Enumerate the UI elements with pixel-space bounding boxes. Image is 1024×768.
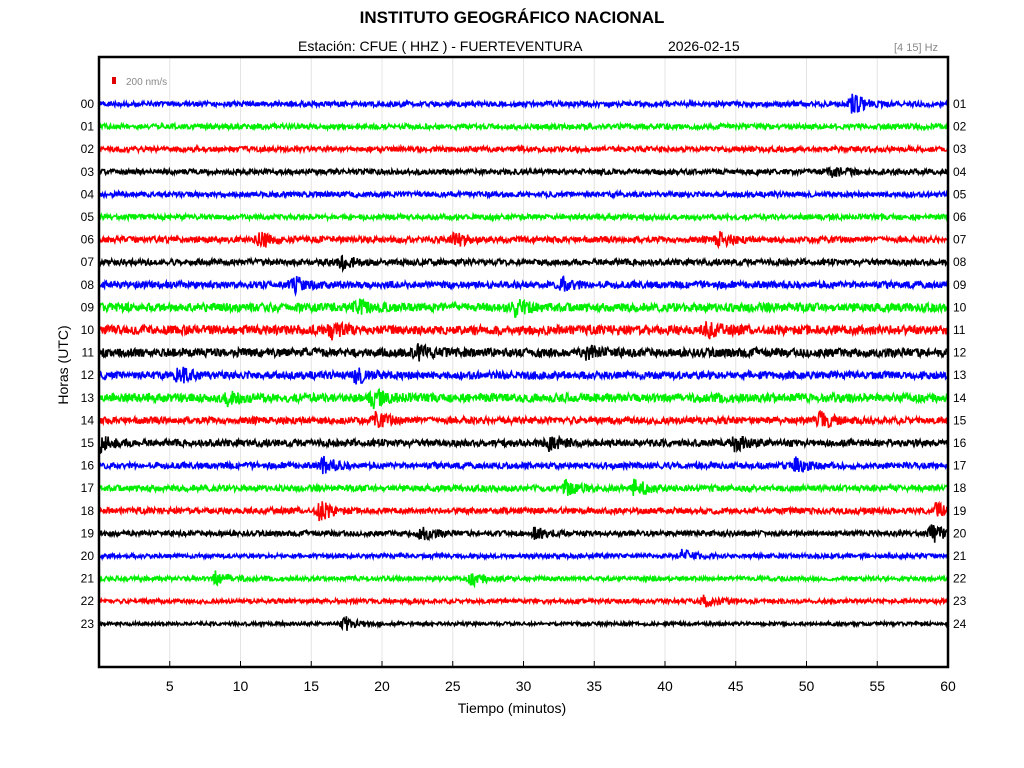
hour-label-right: 04 xyxy=(953,165,967,179)
hour-label-right: 09 xyxy=(953,278,967,292)
hour-label-left: 14 xyxy=(81,413,95,427)
seismic-trace xyxy=(98,366,949,385)
x-tick-label: 50 xyxy=(799,678,815,694)
hour-label-right: 24 xyxy=(953,617,967,631)
hour-label-right: 06 xyxy=(953,210,967,224)
seismic-trace xyxy=(98,409,949,429)
seismic-trace xyxy=(98,434,949,455)
hour-label-right: 10 xyxy=(953,300,967,314)
seismic-trace xyxy=(98,548,949,562)
hour-label-right: 15 xyxy=(953,413,967,427)
hour-label-left: 05 xyxy=(81,210,95,224)
station-label: Estación: CFUE ( HHZ ) - FUERTEVENTURA xyxy=(298,38,583,54)
hour-label-left: 16 xyxy=(81,459,95,473)
date-label: 2026-02-15 xyxy=(668,38,740,54)
seismic-trace xyxy=(98,594,949,608)
seismic-trace xyxy=(98,297,949,318)
x-axis-ticks: 5 10 15 20 25 30 35 40 45 50 55 60 xyxy=(166,661,956,694)
hour-label-right: 14 xyxy=(953,391,967,405)
hour-label-right: 11 xyxy=(953,323,966,337)
scale-label: 200 nm/s xyxy=(126,77,167,88)
hour-label-left: 22 xyxy=(81,594,95,608)
hour-label-left: 18 xyxy=(81,504,95,518)
hour-label-left: 07 xyxy=(81,255,95,269)
seismic-trace xyxy=(98,143,949,155)
hour-label-right: 23 xyxy=(953,594,967,608)
seismic-trace xyxy=(98,275,949,297)
hour-label-right: 22 xyxy=(953,572,967,586)
trace-group xyxy=(98,93,949,632)
seismic-trace xyxy=(98,165,949,179)
hour-label-right: 18 xyxy=(953,481,967,495)
x-tick-label: 20 xyxy=(374,678,390,694)
grid xyxy=(169,57,878,667)
hour-label-left: 11 xyxy=(82,346,95,360)
hour-label-left: 23 xyxy=(81,617,95,631)
hour-label-right: 05 xyxy=(953,187,967,201)
seismic-trace xyxy=(98,188,949,200)
seismic-trace xyxy=(98,478,949,497)
seismic-trace xyxy=(98,211,949,223)
seismic-trace xyxy=(98,570,949,589)
hour-label-left: 00 xyxy=(81,97,95,111)
x-tick-label: 55 xyxy=(869,678,885,694)
right-hour-labels: 01 02 03 04 05 06 07 08 09 10 11 12 13 14 15 16 17 18 19 20… xyxy=(953,97,967,631)
x-tick-label: 30 xyxy=(516,678,532,694)
x-tick-label: 10 xyxy=(233,678,249,694)
x-tick-label: 5 xyxy=(166,678,174,694)
seismic-trace xyxy=(98,230,949,250)
hour-label-left: 10 xyxy=(81,323,95,337)
hour-label-left: 21 xyxy=(81,572,95,586)
seismic-trace xyxy=(98,93,949,114)
hour-label-right: 16 xyxy=(953,436,967,450)
hour-label-right: 19 xyxy=(953,504,967,518)
hour-label-left: 20 xyxy=(81,549,95,563)
seismic-trace xyxy=(98,455,949,475)
hour-label-left: 08 xyxy=(81,278,95,292)
seismic-trace xyxy=(98,388,949,410)
seismic-trace xyxy=(98,500,949,522)
hour-label-right: 07 xyxy=(953,233,967,247)
hour-label-left: 13 xyxy=(81,391,95,405)
hour-label-right: 02 xyxy=(953,120,967,134)
hour-label-left: 01 xyxy=(81,120,95,134)
seismic-trace xyxy=(98,320,949,341)
x-tick-label: 60 xyxy=(940,678,956,694)
hour-label-left: 04 xyxy=(81,187,95,201)
hour-label-left: 03 xyxy=(81,165,95,179)
x-tick-label: 40 xyxy=(657,678,673,694)
hour-label-right: 12 xyxy=(953,346,967,360)
hour-label-left: 06 xyxy=(81,233,95,247)
hour-label-right: 21 xyxy=(953,549,967,563)
frequency-band-label: [4 15] Hz xyxy=(894,42,939,54)
hour-label-right: 08 xyxy=(953,255,967,269)
seismic-trace xyxy=(98,120,949,133)
x-axis-label: Tiempo (minutos) xyxy=(457,700,567,716)
hour-label-left: 02 xyxy=(81,142,95,156)
seismic-trace xyxy=(98,254,949,274)
seismic-trace xyxy=(98,616,949,632)
hour-label-left: 15 xyxy=(81,436,95,450)
hour-label-right: 20 xyxy=(953,526,967,540)
x-tick-label: 15 xyxy=(303,678,319,694)
chart-title: INSTITUTO GEOGRÁFICO NACIONAL xyxy=(359,8,665,27)
hour-label-left: 17 xyxy=(81,481,95,495)
x-tick-label: 25 xyxy=(445,678,461,694)
x-tick-label: 35 xyxy=(586,678,602,694)
hour-label-left: 12 xyxy=(81,368,95,382)
left-hour-labels: 00 01 02 03 04 05 06 07 08 09 10 11 12 13 14 15 16 17 18 19… xyxy=(81,97,95,631)
seismic-trace xyxy=(98,524,949,543)
hour-label-left: 09 xyxy=(81,300,95,314)
scale-bar xyxy=(112,77,116,84)
hour-label-right: 17 xyxy=(953,459,967,473)
hour-label-left: 19 xyxy=(81,526,95,540)
seismic-trace xyxy=(98,343,949,362)
x-tick-label: 45 xyxy=(728,678,744,694)
hour-label-right: 03 xyxy=(953,142,967,156)
hour-label-right: 01 xyxy=(953,97,967,111)
hour-label-right: 13 xyxy=(953,368,967,382)
